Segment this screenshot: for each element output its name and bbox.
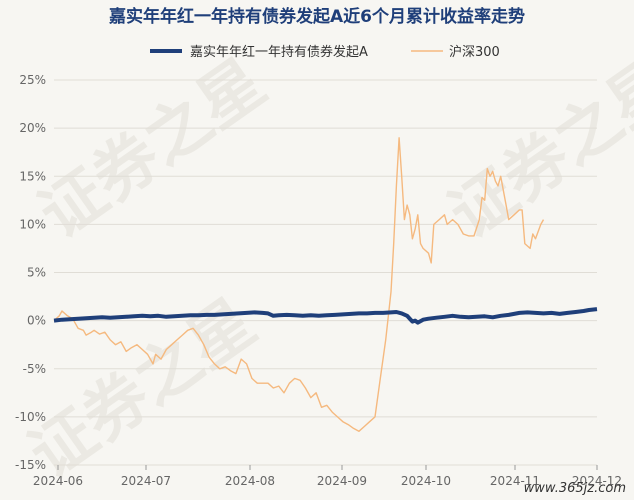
x-tick-label: 2024-11 bbox=[490, 474, 540, 488]
x-tick-label: 2024-06 bbox=[33, 474, 83, 488]
y-tick-label: 10% bbox=[19, 217, 46, 231]
chart-title: 嘉实年年红一年持有债券发起A近6个月累计收益率走势 bbox=[108, 6, 525, 27]
y-tick-label: 25% bbox=[19, 73, 46, 87]
y-tick-label: 0% bbox=[27, 314, 46, 328]
watermark-text: 证券之星 bbox=[27, 46, 279, 253]
y-tick-label: -5% bbox=[23, 362, 46, 376]
legend-label-fund: 嘉实年年红一年持有债券发起A bbox=[190, 44, 368, 60]
y-tick-label: 20% bbox=[19, 121, 46, 135]
y-tick-label: 15% bbox=[19, 169, 46, 183]
x-tick-label: 2024-10 bbox=[401, 474, 451, 488]
grid-lines bbox=[54, 79, 597, 466]
x-axis-ticks: 2024-06 2024-07 2024-08 2024-09 2024-10 2024-… bbox=[33, 465, 622, 488]
legend-label-csi300: 沪深300 bbox=[449, 44, 500, 60]
y-axis-ticks: 25% 20% 15% 10% 5% 0% -5% -10% -15% bbox=[15, 73, 46, 472]
y-tick-label: 5% bbox=[27, 266, 46, 280]
legend: 嘉实年年红一年持有债券发起A 沪深300 bbox=[150, 44, 500, 60]
series-line-csi300 bbox=[53, 137, 545, 432]
x-tick-label: 2024-12 bbox=[572, 474, 622, 488]
site-logo: www.365jz.com bbox=[524, 481, 626, 496]
x-tick-label: 2024-09 bbox=[317, 474, 367, 488]
y-tick-label: -15% bbox=[15, 458, 46, 472]
series-lines bbox=[53, 137, 598, 432]
watermark-layer: 证券之星 证券之星 证券之星 bbox=[17, 46, 634, 493]
x-tick-label: 2024-08 bbox=[225, 474, 275, 488]
y-tick-label: -10% bbox=[15, 410, 46, 424]
series-line-fund bbox=[53, 307, 598, 325]
x-tick-label: 2024-07 bbox=[121, 474, 171, 488]
watermark-text: 证券之星 bbox=[437, 46, 634, 253]
